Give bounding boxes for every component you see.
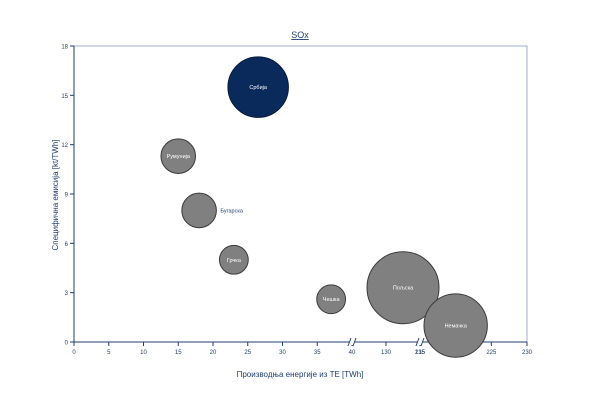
bubble-marker [423,293,488,358]
x-tick-label: 10 [140,350,147,356]
bubble-marker [218,244,249,275]
y-tick-label: 6 [65,242,69,248]
bubble-label: Немачка [445,324,468,330]
y-tick-label: 15 [61,94,68,100]
bubble-4: Грчка [218,244,249,275]
bubble-marker [227,56,289,118]
bubble-label: Чешка [323,297,341,303]
bubbles: Србија Румунија Бугарска Грчка Чешка Пољска Не… [160,56,488,358]
bubble-label: Србија [249,85,267,91]
axis-break-mark [347,337,357,347]
bubble-marker [316,284,347,315]
bubble-1: Србија [227,56,289,118]
bubble-label: Бугарска [220,208,244,214]
x-tick-label: 30 [279,350,286,356]
x-tick-label: 15 [175,350,182,356]
x-tick-label: 25 [244,350,251,356]
bubble-label: Пољска [393,286,414,292]
x-tick-label: 20 [210,350,217,356]
y-tick-label: 9 [65,193,69,199]
bubble-marker [181,192,217,229]
bubble-5: Чешка [316,284,347,315]
x-tick-label: 0 [72,350,76,356]
bubble-2: Румунија [160,138,197,174]
x-tick-label: 135 [415,350,426,356]
y-tick-label: 0 [65,341,69,347]
bubble-marker [366,251,440,325]
x-tick-label: 215 [415,350,426,356]
x-tick-label: 35 [314,350,321,356]
y-tick-label: 18 [61,45,68,51]
bubble-marker [160,138,197,174]
x-tick-label: 130 [381,350,392,356]
bubble-3: Бугарска [181,192,244,229]
x-tick-label: 5 [107,350,111,356]
bubble-label: Грчка [227,258,242,264]
y-tick-label: 12 [61,143,68,149]
x-axis-label: Производња енергије из ТЕ [TWh] [237,370,364,379]
x-tick-label: 225 [486,350,497,356]
bubble-6: Пољска [366,251,440,325]
bubble-7: Немачка [423,293,488,358]
axis-break-mark [415,337,425,347]
chart-title: SOx [291,30,309,40]
y-axis: 0 3 6 9 12 15 18 [61,45,75,347]
x-tick-label: 40 [349,350,356,356]
y-tick-label: 3 [65,291,69,297]
y-axis-label: Специфична емисија [kt/TWh] [51,139,60,250]
x-tick-label: 230 [522,350,533,356]
bubble-label: Румунија [167,154,191,160]
